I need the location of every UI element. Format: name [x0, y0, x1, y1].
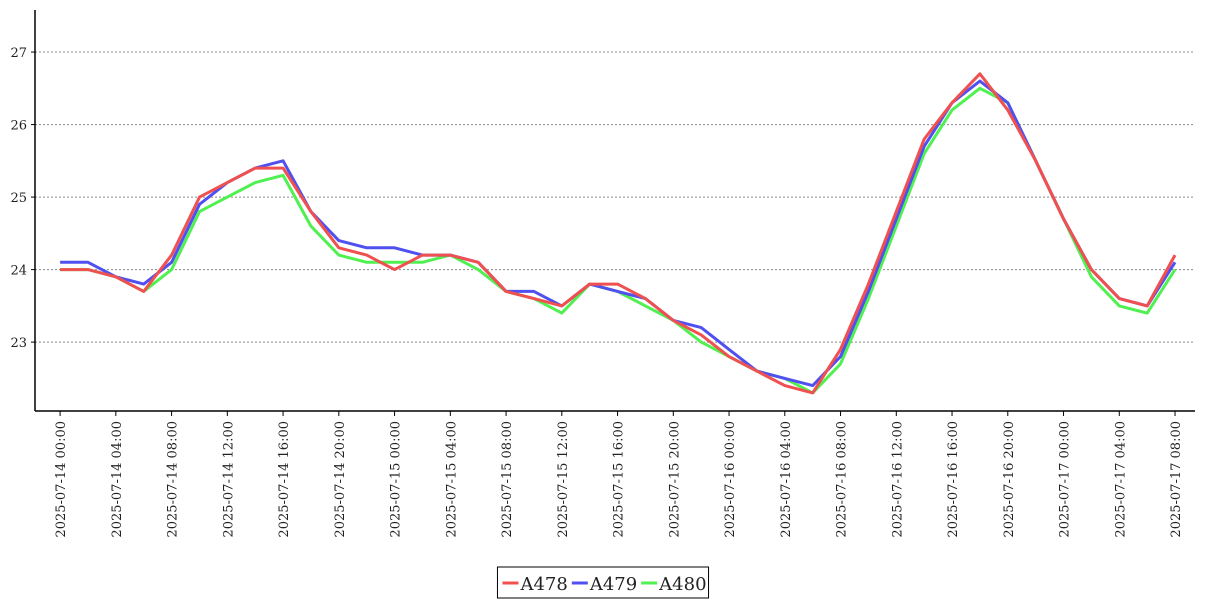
x-tick-label: 2025-07-16 16:00 [946, 421, 961, 538]
x-tick-label: 2025-07-16 08:00 [835, 421, 850, 538]
x-tick-label: 2025-07-15 00:00 [389, 421, 404, 538]
x-tick-label: 2025-07-14 16:00 [277, 421, 292, 538]
x-tick-label: 2025-07-17 00:00 [1058, 421, 1073, 538]
series-line [60, 79, 1177, 388]
x-tick-label: 2025-07-15 04:00 [444, 421, 459, 538]
x-tick-label: 2025-07-17 04:00 [1113, 421, 1128, 538]
legend-label: A480 [658, 574, 706, 595]
y-tick-label: 25 [10, 191, 27, 206]
x-tick-label: 2025-07-15 16:00 [612, 421, 627, 538]
x-tick-label: 2025-07-16 20:00 [1002, 421, 1017, 538]
x-tick-label: 2025-07-17 08:00 [1169, 421, 1184, 538]
y-tick-label: 27 [10, 46, 27, 61]
x-tick-label: 2025-07-15 12:00 [556, 421, 571, 538]
series-line [60, 72, 1177, 395]
x-tick-label: 2025-07-15 20:00 [667, 421, 682, 538]
x-tick-label: 2025-07-16 00:00 [723, 421, 738, 538]
x-tick-label: 2025-07-14 20:00 [333, 421, 348, 538]
legend-label: A478 [519, 574, 567, 595]
x-tick-label: 2025-07-14 00:00 [54, 421, 69, 538]
x-tick-label: 2025-07-15 08:00 [500, 421, 515, 538]
legend-label: A479 [589, 574, 637, 595]
y-tick-label: 26 [10, 119, 27, 134]
legend: A478 A479 A480 [496, 566, 710, 599]
x-tick-label: 2025-07-16 04:00 [779, 421, 794, 538]
series-line [60, 86, 1177, 395]
x-tick-label: 2025-07-14 08:00 [166, 421, 181, 538]
y-tick-label: 24 [10, 264, 27, 279]
x-tick-label: 2025-07-14 04:00 [110, 421, 125, 538]
x-tick-label: 2025-07-16 12:00 [890, 421, 905, 538]
y-tick-label: 23 [10, 336, 27, 351]
x-tick-label: 2025-07-14 12:00 [221, 421, 236, 538]
legend-box [496, 566, 710, 599]
